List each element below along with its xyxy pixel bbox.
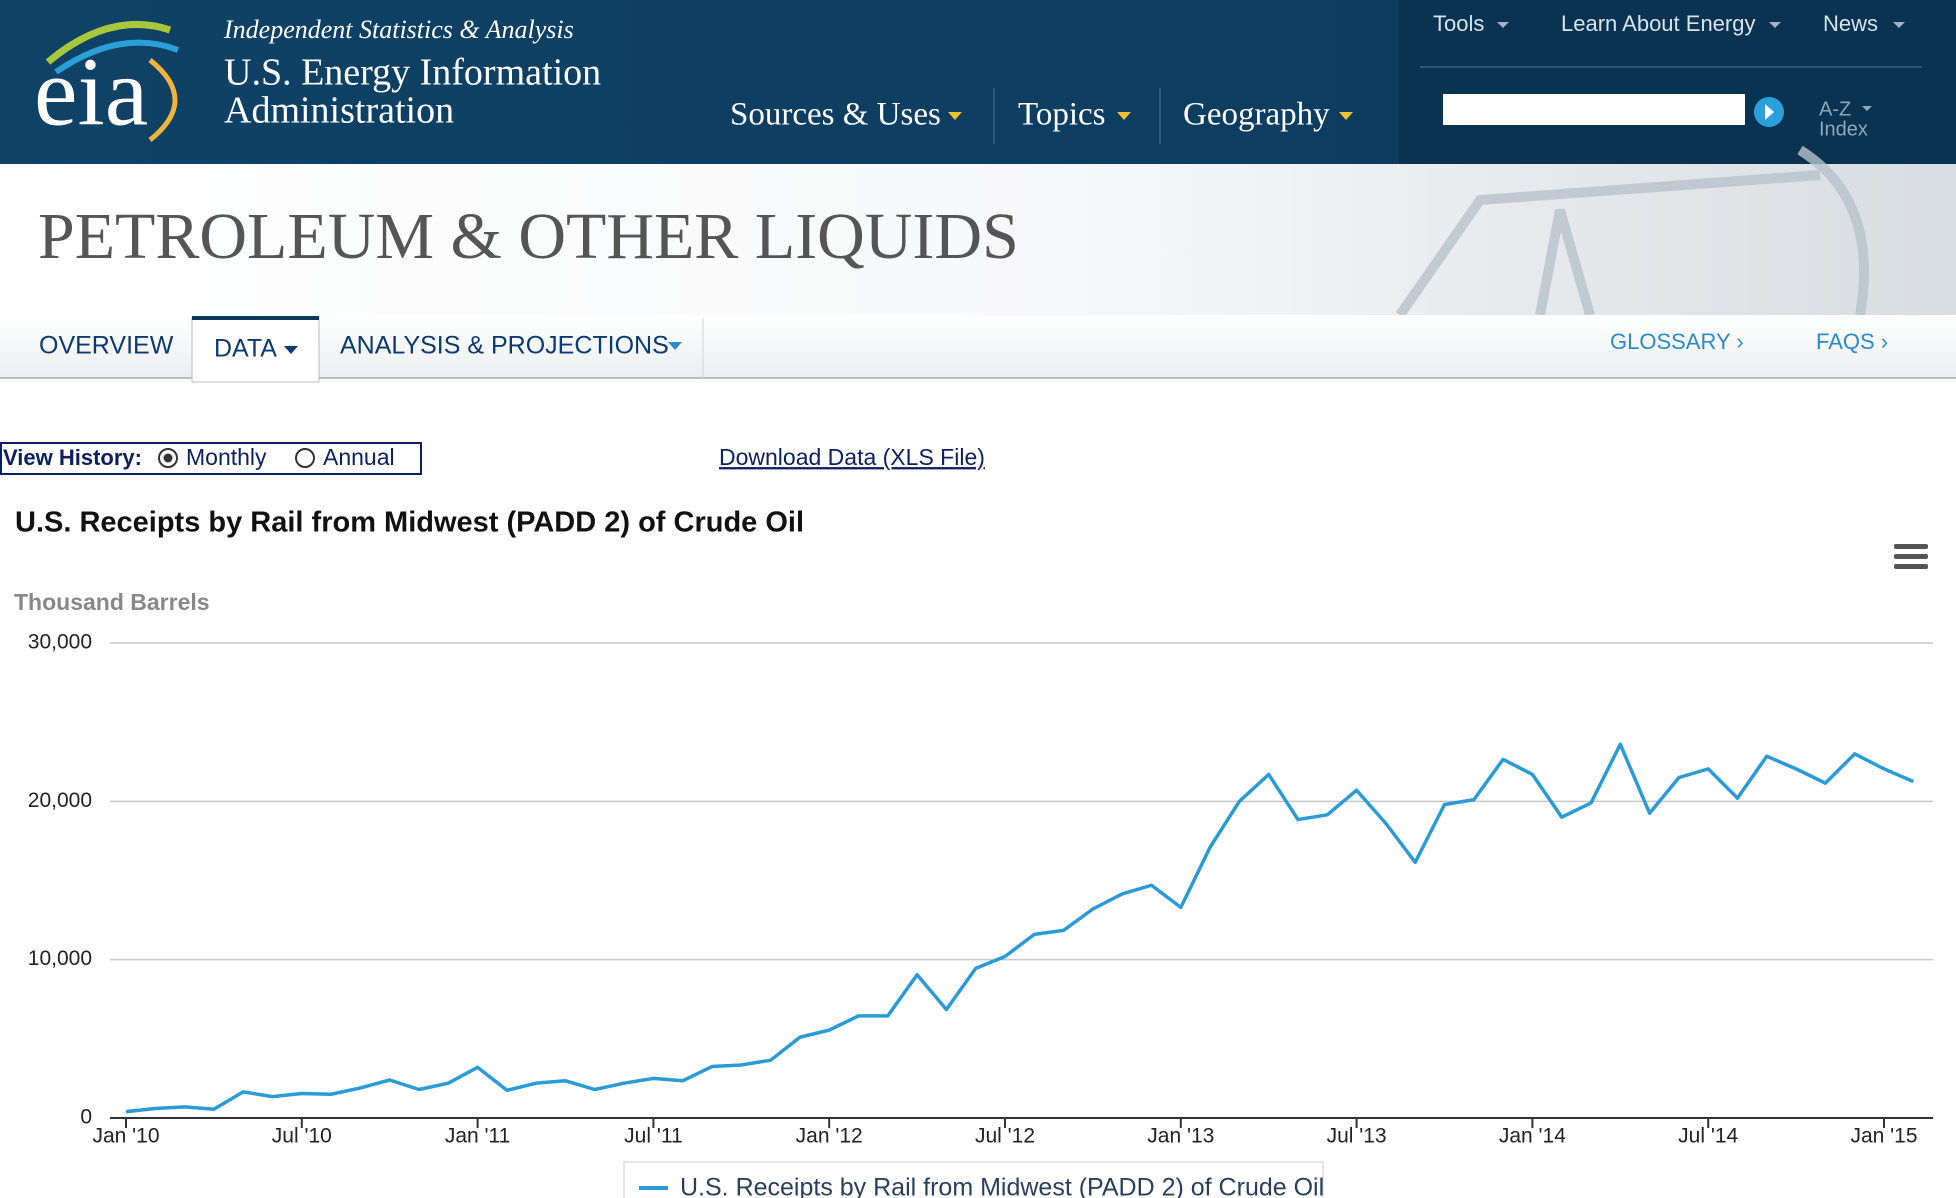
nav-item[interactable]: Topics	[1018, 97, 1106, 133]
tab[interactable]: DATA	[214, 335, 277, 363]
chart-title: U.S. Receipts by Rail from Midwest (PADD…	[15, 507, 804, 539]
top-link[interactable]: Tools	[1433, 11, 1484, 36]
legend-label: U.S. Receipts by Rail from Midwest (PADD…	[680, 1174, 1324, 1198]
y-tick-label: 20,000	[28, 789, 92, 812]
nav-item[interactable]: Sources & Uses	[730, 97, 941, 133]
radio[interactable]	[295, 448, 315, 468]
x-tick-label: Jul '11	[624, 1125, 683, 1148]
x-tick-label: Jan '12	[796, 1125, 863, 1148]
x-tick-label: Jan '14	[1499, 1125, 1566, 1148]
logo[interactable]: eia	[34, 38, 148, 146]
nav-item[interactable]: Geography	[1183, 97, 1330, 133]
nav-caret	[948, 112, 962, 120]
y-axis-title: Thousand Barrels	[14, 589, 210, 615]
x-tick-label: Jul '13	[1327, 1125, 1387, 1148]
az-index[interactable]: A-Z	[1819, 98, 1851, 120]
tab-link[interactable]: GLOSSARY ›	[1610, 329, 1744, 354]
top-caret	[1893, 22, 1905, 28]
y-tick-label: 10,000	[28, 947, 92, 970]
org-name: U.S. Energy Information	[224, 52, 601, 94]
nav-caret	[1117, 112, 1131, 120]
az-index[interactable]: Index	[1819, 118, 1868, 140]
top-link[interactable]: News	[1823, 11, 1878, 36]
y-tick-label: 30,000	[28, 631, 92, 654]
tab[interactable]: OVERVIEW	[39, 332, 174, 360]
x-tick-label: Jul '10	[272, 1125, 332, 1148]
top-link[interactable]: Learn About Energy	[1561, 11, 1755, 36]
top-caret	[1497, 22, 1509, 28]
radio-dot	[163, 453, 173, 463]
search-box[interactable]	[1443, 94, 1745, 125]
data-line	[125, 742, 1914, 1114]
x-tick-label: Jul '12	[975, 1125, 1035, 1148]
x-tick-label: Jan '10	[92, 1125, 159, 1148]
tab-caret	[284, 346, 298, 354]
tab-bar	[0, 315, 1956, 378]
az-caret	[1862, 106, 1872, 111]
tab-link[interactable]: FAQS ›	[1816, 329, 1888, 354]
top-caret	[1769, 22, 1781, 28]
tab-caret	[668, 342, 682, 350]
nav-caret	[1339, 112, 1353, 120]
banner-pumpjack	[1395, 145, 1869, 318]
radio-label[interactable]: Monthly	[186, 444, 267, 470]
download-link[interactable]: Download Data (XLS File)	[719, 444, 985, 470]
x-tick-label: Jan '13	[1147, 1125, 1214, 1148]
radio-label[interactable]: Annual	[323, 444, 395, 470]
chart-menu[interactable]	[1894, 544, 1928, 569]
x-tick-label: Jan '15	[1850, 1125, 1917, 1148]
logo-arc	[54, 39, 180, 75]
search-icon	[1765, 104, 1774, 120]
org-name: Administration	[224, 90, 454, 132]
tab[interactable]: ANALYSIS & PROJECTIONS	[340, 332, 669, 360]
view-history-label: View History:	[3, 445, 142, 470]
x-tick-label: Jul '14	[1678, 1125, 1738, 1148]
x-tick-label: Jan '11	[445, 1125, 511, 1148]
active-tab[interactable]	[191, 317, 320, 383]
header-right-bg	[1399, 0, 1956, 164]
y-tick-label: 0	[80, 1106, 92, 1129]
logo-arc	[148, 58, 178, 142]
section-title: PETROLEUM & OTHER LIQUIDS	[38, 200, 1019, 273]
logo-arc	[45, 21, 172, 65]
tagline: Independent Statistics & Analysis	[223, 15, 574, 44]
view-history-box	[0, 442, 422, 475]
legend-box	[623, 1161, 1324, 1198]
